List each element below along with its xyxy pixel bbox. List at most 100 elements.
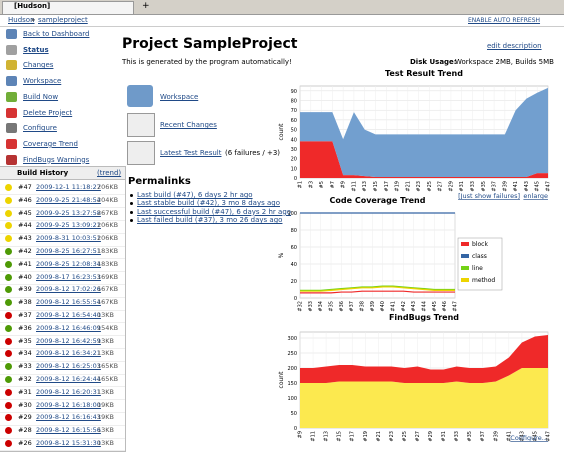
build-date[interactable]: 2009-9-25 13:09:21 (36, 221, 101, 230)
main-link[interactable]: Workspace (160, 93, 199, 101)
build-date[interactable]: 2009-8-12 16:55:54 (36, 298, 101, 307)
build-size: 19KB (97, 400, 114, 409)
sidebar-icon (6, 76, 17, 87)
legend-swatch (461, 278, 469, 282)
row-rule (0, 437, 125, 439)
build-date[interactable]: 2009-8-25 16:27:51 (36, 247, 101, 255)
tab-title: [Hudson] (14, 2, 51, 10)
build-number: #31 (18, 387, 32, 396)
project-title: Project SampleProject (122, 36, 298, 52)
breadcrumb-project[interactable]: sampleproject (38, 16, 88, 24)
build-date[interactable]: 2009-9-25 21:48:54 (36, 195, 101, 204)
build-date[interactable]: 2009-8-12 16:18:00 (36, 400, 101, 409)
x-tick-label: #15 (373, 181, 379, 192)
y-tick-label: 300 (287, 336, 297, 342)
plot-area (299, 331, 549, 429)
x-tick-label: #29 (428, 431, 434, 442)
sidebar-icon (6, 60, 17, 71)
history-title: Build History (17, 169, 69, 177)
new-tab[interactable]: + (142, 1, 150, 11)
x-tick-label: #32 (298, 301, 304, 312)
permalink[interactable]: Last successful build (#47), 6 days 2 hr… (137, 207, 292, 216)
status-ball (5, 235, 12, 243)
build-date[interactable]: 2009-8-12 16:24:44 (36, 375, 101, 383)
status-ball (5, 324, 12, 332)
sidebar-link[interactable]: Delete Project (23, 108, 73, 117)
build-date[interactable]: 2009-8-12 16:54:40 (36, 311, 101, 319)
legend-label: line (472, 265, 483, 272)
permalink[interactable]: Last failed build (#37), 3 mo 26 days ag… (137, 216, 283, 225)
sidebar-link[interactable]: Coverage Trend (23, 139, 78, 148)
permalinks-title: Permalinks (128, 176, 191, 187)
x-tick-label: #1 (298, 181, 304, 188)
build-date[interactable]: 2009-9-25 13:27:58 (36, 208, 101, 217)
x-tick-label: #37 (349, 301, 355, 312)
build-date[interactable]: 2009-8-12 16:15:56 (36, 426, 101, 435)
build-date[interactable]: 2009-8-12 16:25:03 (36, 362, 101, 371)
x-tick-label: #36 (339, 301, 345, 312)
build-date[interactable]: 2009-8-12 16:16:43 (36, 413, 101, 422)
build-date[interactable]: 2009-8-12 16:34:21 (36, 349, 101, 358)
sidebar-link[interactable]: Status (23, 45, 49, 54)
build-size: 206KB (97, 183, 119, 191)
x-tick-label: #29 (448, 181, 454, 192)
x-tick-label: #47 (546, 181, 552, 192)
breadcrumb-root[interactable]: Hudson (8, 16, 35, 24)
build-size: 183KB (97, 259, 119, 268)
row-rule (0, 348, 125, 349)
x-tick-label: #45 (535, 181, 541, 192)
build-number: #47 (18, 183, 32, 191)
tab[interactable] (2, 1, 134, 14)
auto-refresh[interactable]: ENABLE AUTO REFRESH (468, 17, 541, 24)
status-ball (5, 401, 12, 409)
x-tick-label: #33 (454, 431, 460, 442)
build-date[interactable]: 2009-8-12 16:42:59 (36, 336, 101, 345)
build-date[interactable]: 2009-8-25 12:08:34 (36, 259, 101, 268)
sidebar-link[interactable]: Configure (23, 124, 57, 133)
x-tick-label: #25 (427, 181, 433, 192)
sidebar-link[interactable]: Changes (23, 61, 54, 70)
y-tick-label: 10 (291, 166, 297, 172)
build-date[interactable]: 2009-8-31 10:03:51 (36, 234, 101, 243)
row-rule (0, 373, 125, 375)
build-number: #42 (18, 247, 32, 255)
build-date[interactable]: 2009-12-1 11:18:27 (36, 183, 101, 191)
history-trend[interactable]: (trend) (97, 169, 122, 177)
permalink[interactable]: Last stable build (#42), 3 mo 8 days ago (137, 199, 280, 208)
x-tick-label: #45 (532, 431, 538, 442)
edit-description[interactable]: edit description (487, 42, 542, 50)
build-size: 13KB (97, 311, 114, 319)
build-number: #30 (18, 400, 32, 409)
link-icon (127, 85, 153, 107)
build-date[interactable]: 2009-8-12 15:31:30 (36, 439, 101, 447)
permalink[interactable]: Last build (#47), 6 days 2 hr ago (137, 191, 253, 199)
build-size: 13KB (97, 426, 114, 435)
y-tick-label: 80 (291, 228, 297, 234)
y-tick-label: 40 (291, 137, 297, 143)
build-date[interactable]: 2009-8-12 17:02:26 (36, 285, 101, 294)
row-rule (0, 322, 125, 324)
row-rule (0, 232, 125, 234)
sidebar-link[interactable]: Build Now (23, 92, 59, 101)
x-tick-label: #37 (492, 181, 498, 192)
sidebar-link[interactable]: Workspace (23, 77, 62, 86)
build-date[interactable]: 2009-8-17 16:23:53 (36, 272, 101, 281)
build-date[interactable]: 2009-8-12 16:20:31 (36, 387, 101, 396)
build-size: 183KB (97, 247, 119, 255)
bullet (130, 219, 133, 223)
sidebar-link[interactable]: FindBugs Warnings (23, 155, 90, 164)
status-ball (5, 414, 12, 422)
chart-link: Configure... (510, 434, 548, 442)
sidebar-link[interactable]: Back to Dashboard (23, 30, 90, 38)
y-tick-label: 60 (291, 245, 297, 251)
build-number: #37 (18, 311, 32, 319)
build-date[interactable]: 2009-8-12 16:46:09 (36, 323, 101, 332)
main-link[interactable]: Latest Test Result (160, 149, 222, 157)
main-link[interactable]: Recent Changes (160, 121, 217, 129)
y-tick-label: 70 (291, 108, 297, 114)
y-tick-label: 20 (291, 279, 297, 285)
bullet (130, 202, 133, 206)
area (300, 87, 548, 178)
x-tick-label: #33 (308, 301, 314, 312)
x-tick-label: #11 (351, 181, 357, 192)
